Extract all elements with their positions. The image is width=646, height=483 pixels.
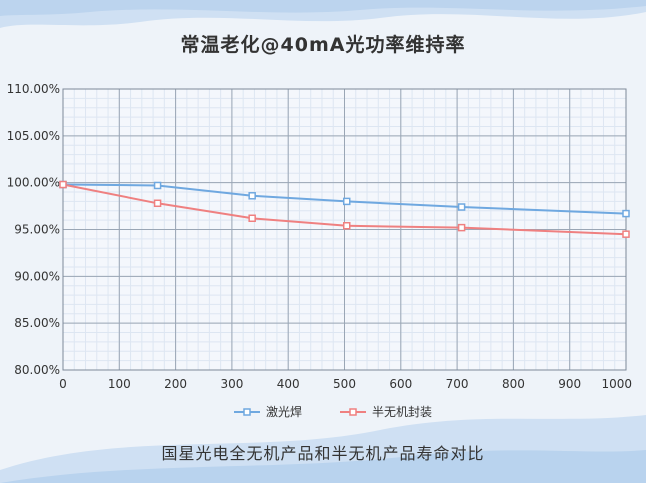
x-tick-label: 500	[333, 377, 356, 391]
y-tick-label: 100.00%	[7, 176, 60, 190]
legend-label-2: 半无机封装	[372, 405, 432, 419]
series-1-point	[343, 197, 351, 206]
legend: 激光焊 半无机封装	[234, 404, 432, 419]
y-tick-label: 110.00%	[7, 82, 60, 96]
series-1-point	[622, 209, 630, 218]
series-2-point	[248, 214, 256, 223]
legend-label-1: 激光焊	[266, 404, 302, 419]
y-axis-ticks: 80.00% 85.00% 90.00% 95.00% 100.00% 105.00% 11…	[7, 82, 60, 377]
series-line-1	[62, 183, 627, 215]
x-axis-ticks: 0 100 200 300 400 500 600 700 800 900 1000	[59, 377, 632, 391]
major-grid	[62, 88, 627, 371]
x-tick-label: 300	[220, 377, 243, 391]
x-tick-label: 200	[164, 377, 187, 391]
plot-border	[62, 88, 627, 371]
y-tick-label: 105.00%	[7, 129, 60, 143]
x-tick-label: 600	[389, 377, 412, 391]
legend-marker-1	[243, 408, 251, 416]
x-tick-label: 0	[59, 377, 67, 391]
series-1-point	[457, 203, 466, 211]
series-1-point	[153, 181, 162, 190]
series-line-2	[62, 183, 627, 236]
y-tick-label: 95.00%	[14, 223, 60, 237]
series-2-point	[343, 222, 351, 230]
legend-marker-2	[349, 408, 357, 416]
chart-caption: 国星光电全无机产品和半无机产品寿命对比	[161, 444, 485, 463]
x-tick-label: 1000	[601, 377, 632, 391]
y-tick-label: 80.00%	[14, 363, 60, 377]
x-tick-label: 800	[502, 377, 525, 391]
chart-title: 常温老化@40mA光功率维持率	[180, 34, 466, 56]
y-tick-label: 85.00%	[14, 316, 60, 330]
series-2-point	[153, 199, 162, 208]
series-2-point	[622, 230, 630, 238]
x-tick-label: 700	[446, 377, 469, 391]
series-2-point	[457, 223, 466, 232]
series-group	[59, 180, 630, 238]
x-tick-label: 100	[108, 377, 131, 391]
x-tick-label: 400	[277, 377, 300, 391]
series-2-point	[59, 180, 67, 189]
y-tick-label: 90.00%	[14, 269, 60, 283]
x-tick-label: 900	[558, 377, 581, 391]
series-1-point	[248, 192, 256, 200]
